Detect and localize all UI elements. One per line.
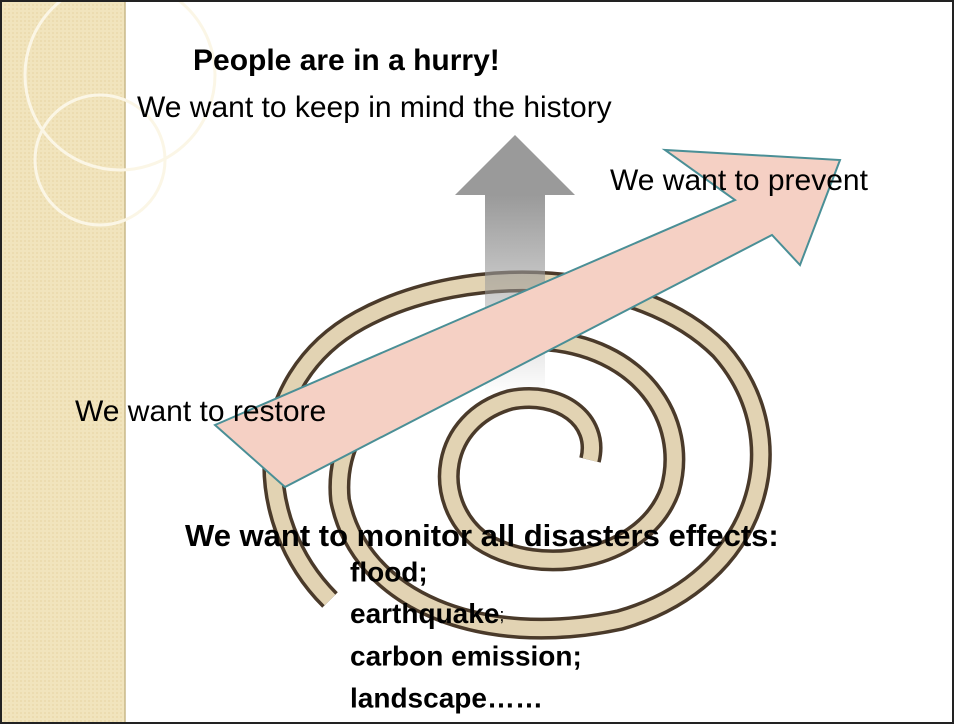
monitor-line: We want to monitor all disasters effects… — [185, 518, 779, 553]
title: People are in a hurry! — [193, 44, 500, 77]
list-item: earthquake; — [350, 598, 504, 629]
restore-line: We want to restore — [75, 395, 326, 428]
prevent-line: We want to prevent — [610, 164, 869, 197]
page: {"title": "People are in a hurry!", "lin… — [0, 0, 954, 724]
list-item: carbon emission; — [350, 640, 582, 671]
history-line: We want to keep in mind the history — [137, 91, 612, 124]
list-item: landscape…… — [350, 682, 543, 713]
list-item: flood; — [350, 556, 428, 587]
slide: People are in a hurry! We want to keep i… — [0, 0, 954, 724]
list-item-text: earthquake — [350, 598, 499, 629]
list-item-suffix: ; — [499, 605, 504, 625]
